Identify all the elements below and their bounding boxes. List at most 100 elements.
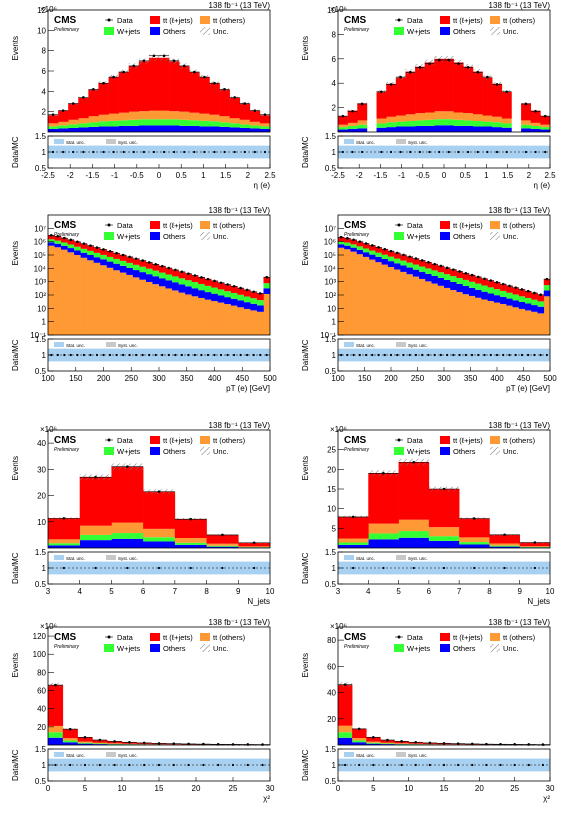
data-point: [63, 517, 66, 520]
y-exponent: ×10⁶: [40, 622, 57, 631]
bar-segment: [63, 740, 78, 742]
x-tick-label: 450: [236, 374, 250, 383]
bar-segment: [209, 83, 219, 115]
bar-segment: [405, 121, 415, 126]
x-tick-label: 6: [427, 587, 432, 596]
bar-segment: [139, 119, 149, 125]
bar-segment: [139, 272, 146, 280]
bar-segment: [211, 294, 218, 301]
bar-segment: [395, 743, 409, 744]
y-tick-label: 10: [327, 505, 336, 514]
x-tick-label: 1.5: [502, 171, 514, 180]
bar-segment: [407, 263, 414, 268]
bar-segment: [368, 524, 399, 534]
legend-swatch: [490, 16, 500, 24]
data-point: [383, 248, 386, 251]
legend-entry-label: Others: [163, 27, 186, 36]
ratio-y-tick-label: 1: [332, 351, 337, 360]
bar-segment: [506, 299, 513, 306]
legend-entry-label: Unc.: [213, 447, 228, 456]
bar-segment: [198, 298, 205, 335]
ratio-point: [490, 354, 492, 356]
ratio-point: [440, 354, 442, 356]
bar-segment: [240, 124, 250, 128]
data-point: [359, 240, 362, 243]
bar-segment: [109, 121, 119, 127]
bar-segment: [396, 116, 406, 122]
ratio-y-axis-label: Data/MC: [11, 339, 20, 371]
bar-segment: [450, 290, 457, 335]
data-point: [525, 103, 528, 106]
bar-segment: [525, 310, 532, 335]
ratio-y-tick-label: 1.5: [35, 548, 47, 557]
data-point: [167, 267, 170, 270]
data-point: [128, 741, 131, 744]
bar-segment: [338, 539, 369, 543]
ratio-point: [346, 354, 348, 356]
bar-segment: [58, 125, 68, 128]
data-point: [446, 267, 449, 270]
ratio-y-tick-label: 1.5: [325, 548, 337, 557]
x-tick-label: 1: [484, 171, 489, 180]
bar-segment: [218, 295, 225, 302]
legend-entry-label: tt (ℓ+jets): [163, 436, 193, 445]
legend-swatch-hatch: [200, 447, 210, 455]
bar-segment: [119, 72, 129, 113]
bar-segment: [386, 117, 396, 122]
bar-segment: [473, 127, 483, 132]
x-tick-label: 8: [487, 587, 492, 596]
ratio-legend-stat: Stat. unc.: [66, 556, 85, 561]
bar-segment: [500, 291, 507, 297]
x-tick-label: 300: [152, 374, 166, 383]
bar-segment: [502, 92, 512, 119]
data-point: [70, 239, 73, 242]
cms-label: CMS: [54, 632, 77, 643]
data-point: [465, 272, 468, 275]
bar-segment: [205, 300, 212, 335]
ratio-point: [503, 567, 505, 569]
ratio-point: [69, 764, 71, 766]
bar-segment: [159, 286, 166, 335]
bar-segment: [143, 529, 175, 537]
ratio-point: [72, 151, 74, 153]
bar-segment: [111, 539, 143, 548]
bar-segment: [109, 77, 119, 114]
legend-swatch: [150, 232, 160, 240]
ratio-point: [438, 151, 440, 153]
data-point: [193, 71, 196, 74]
bar-segment: [382, 259, 389, 265]
legend-swatch: [150, 447, 160, 455]
bar-segment: [456, 278, 463, 284]
data-point: [92, 88, 95, 91]
ratio-point: [521, 354, 523, 356]
bar-segment: [377, 92, 387, 119]
legend-entry-label: W+jets: [117, 232, 140, 241]
bar-segment: [531, 312, 538, 335]
data-point: [158, 490, 161, 493]
bar-segment: [220, 122, 230, 127]
bar-segment: [394, 269, 401, 335]
ratio-point: [390, 354, 392, 356]
legend-entry-label: tt (ℓ+jets): [453, 221, 483, 230]
legend-entry-label: Data: [407, 436, 424, 445]
data-point: [429, 742, 432, 745]
ratio-point: [508, 354, 510, 356]
bar-segment: [513, 307, 520, 335]
bar-segment: [450, 282, 457, 290]
bar-segment: [399, 531, 430, 538]
x-tick-label: 500: [263, 374, 277, 383]
bar-segment: [544, 290, 551, 296]
x-tick-label: 250: [411, 374, 425, 383]
bar-segment: [63, 742, 78, 745]
ratio-point: [457, 151, 459, 153]
ratio-point: [148, 354, 150, 356]
legend-swatch: [200, 221, 210, 229]
bar-segment: [192, 296, 199, 335]
bar-segment: [463, 67, 473, 113]
bar-segment: [68, 120, 78, 125]
data-points: [48, 684, 270, 746]
legend-swatch: [440, 644, 450, 652]
bar-segment: [463, 120, 473, 125]
